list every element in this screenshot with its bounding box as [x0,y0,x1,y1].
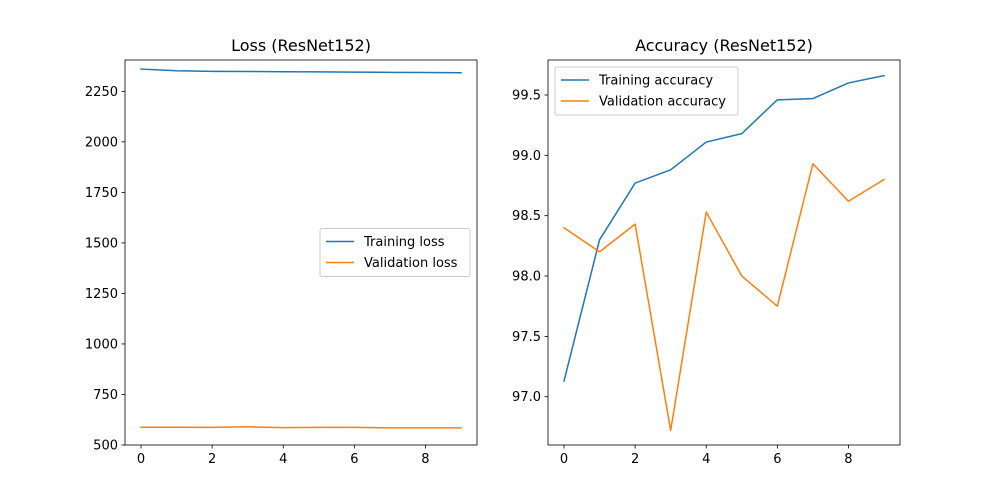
accuracy-y-tick-label: 99.0 [512,149,541,164]
loss-y-tick-label: 500 [93,439,118,454]
accuracy-y-tick-label: 98.5 [512,209,541,224]
loss-y-tick-label: 1750 [85,186,118,201]
training-accuracy-line [563,74,885,382]
loss-x-tick-label: 4 [279,452,287,467]
loss-y-tick-label: 1500 [85,236,118,251]
loss-y-tick-label: 2250 [85,85,118,100]
accuracy-x-tick-label: 6 [773,452,781,467]
loss-axes-frame [124,59,478,446]
loss-x-tick-label: 8 [421,452,429,467]
accuracy-x-tick-label: 2 [631,452,639,467]
loss-legend-box [319,228,471,277]
validation-accuracy-line [562,163,886,432]
training-loss-legend-label: Training loss [363,235,445,250]
loss-series-group [140,68,462,429]
validation-loss-line [140,426,462,429]
validation-accuracy-legend-label: Validation accuracy [599,95,726,110]
accuracy-x-tick-label: 0 [560,452,568,467]
accuracy-y-tick-label: 99.5 [512,89,541,104]
validation-loss-legend-label: Validation loss [364,256,458,271]
accuracy-legend: Training accuracy Validation accuracy [554,66,739,116]
loss-chart-title: Loss (ResNet152) [231,36,371,55]
accuracy-chart-title: Accuracy (ResNet152) [635,36,813,55]
accuracy-axes-frame [547,59,901,446]
loss-y-tick-label: 1000 [85,337,118,352]
accuracy-chart: Accuracy (ResNet152) 0 2 4 6 8 97.0 97.5 98.0 98.… [512,36,901,467]
accuracy-y-tick-label: 97.5 [512,330,541,345]
accuracy-x-tick-label: 8 [844,452,852,467]
loss-chart: Loss (ResNet152) 0 2 4 6 8 500 750 1000 1250 1500 1… [85,36,478,467]
accuracy-y-tick-label: 98.0 [512,270,541,285]
training-accuracy-legend-label: Training accuracy [598,74,713,89]
loss-y-tick-label: 750 [93,388,118,403]
loss-y-tick-label: 1250 [85,287,118,302]
loss-x-tick-label: 0 [137,452,145,467]
loss-x-tick-label: 2 [208,452,216,467]
loss-y-tick-label: 2000 [85,135,118,150]
accuracy-x-tick-label: 4 [702,452,710,467]
accuracy-y-tick-label: 97.0 [512,390,541,405]
loss-x-tick-label: 6 [350,452,358,467]
training-loss-line [140,68,462,74]
accuracy-legend-box [554,66,739,116]
accuracy-series-group [562,74,886,432]
loss-legend: Training loss Validation loss [319,228,471,277]
